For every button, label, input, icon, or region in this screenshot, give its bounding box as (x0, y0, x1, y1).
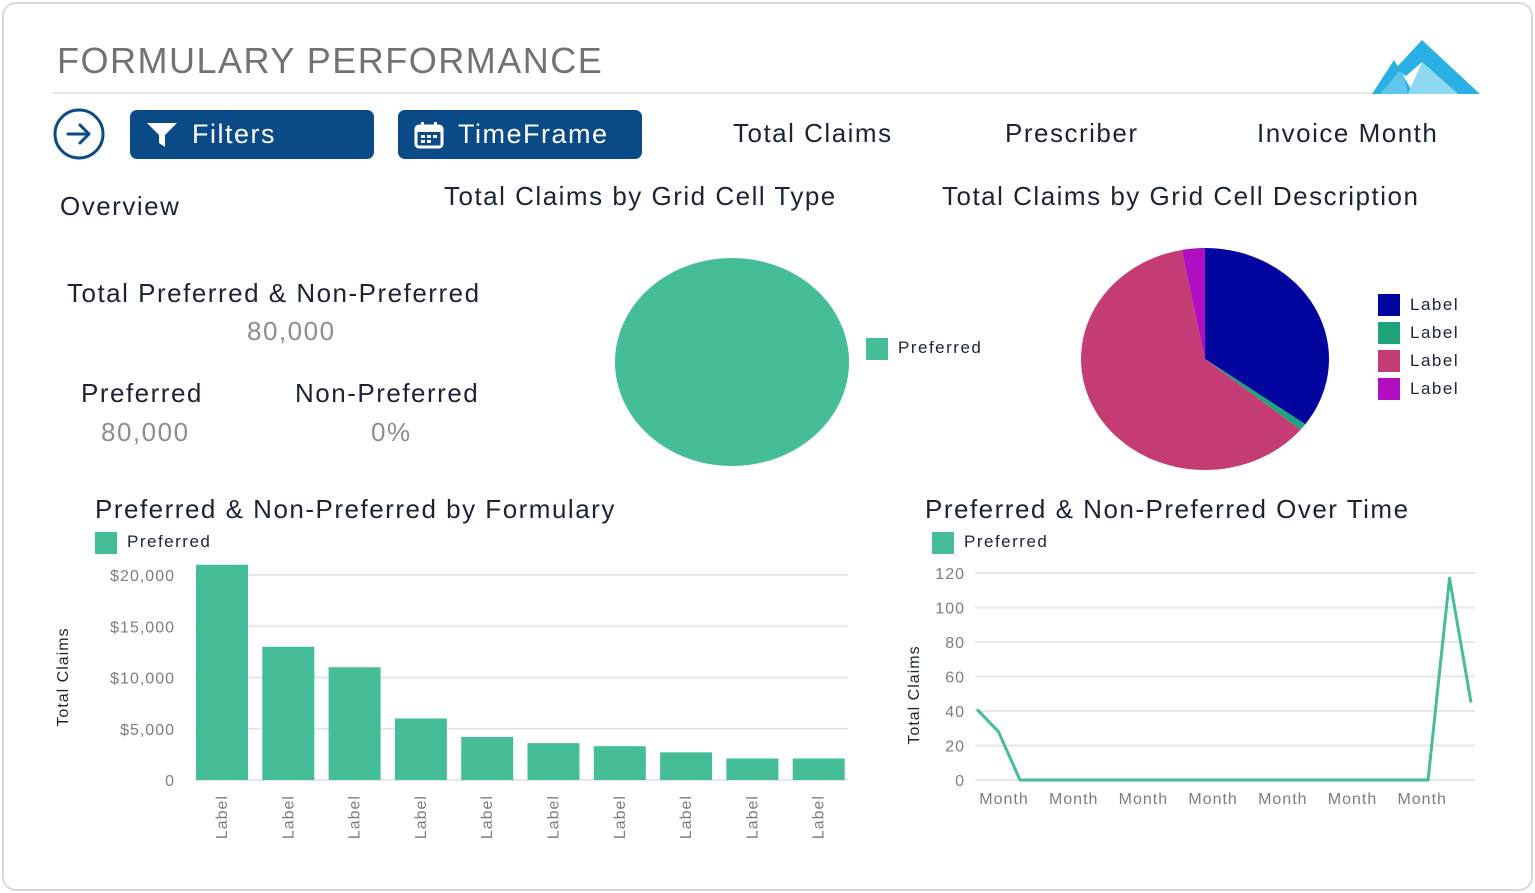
pie2-legend-label-2: Label (1410, 351, 1460, 370)
bar-ytick-label-0: 0 (165, 773, 175, 790)
bar-xtick-label-9: Label (811, 795, 828, 839)
bar-9 (792, 758, 845, 780)
pie2-legend-swatch-3 (1378, 378, 1400, 400)
arrow-right-circle-icon[interactable] (53, 108, 105, 160)
filters-label: Filters (192, 119, 276, 149)
pie-slice-0 (615, 258, 849, 466)
timeframe-button[interactable]: TimeFrame (398, 110, 642, 159)
formulary-chart-title: Preferred & Non-Preferred by Formulary (95, 494, 616, 524)
line-xtick-label-4: Month (1258, 791, 1307, 808)
line-legend-swatch (932, 532, 954, 554)
pie-slice-1 (1205, 359, 1306, 430)
bar-xtick-label-7: Label (678, 795, 695, 839)
line-xtick-label-0: Month (979, 791, 1028, 808)
line-ytick-label-4: 80 (945, 635, 965, 652)
line-ytick-label-2: 40 (945, 704, 965, 721)
pie2-legend-swatch-0 (1378, 294, 1400, 316)
pie-slice-0 (1205, 248, 1329, 425)
preferred-label: Preferred (81, 378, 203, 408)
over-time-chart-title: Preferred & Non-Preferred Over Time (925, 494, 1410, 524)
calendar-icon (414, 121, 444, 148)
line-ytick-label-6: 120 (935, 566, 965, 583)
bar-5 (527, 743, 580, 780)
line-xtick-label-2: Month (1119, 791, 1168, 808)
bar-ytick-label-4: $20,000 (110, 568, 175, 585)
bar-xtick-label-4: Label (479, 795, 496, 839)
bar-ylabel: Total Claims (55, 627, 72, 726)
line-xtick-label-5: Month (1328, 791, 1377, 808)
legend-swatch-preferred (866, 338, 888, 360)
bar-7 (660, 752, 713, 780)
bar-8 (726, 758, 779, 780)
page-title: FORMULARY PERFORMANCE (57, 40, 604, 81)
title-divider (53, 92, 1478, 94)
bar-ytick-label-3: $15,000 (110, 619, 175, 636)
filters-button[interactable]: Filters (130, 110, 374, 159)
prescriber-link[interactable]: Prescriber (1005, 118, 1139, 148)
total-value: 80,000 (247, 316, 336, 346)
pie-slice-2 (1081, 249, 1301, 470)
bar-xtick-label-3: Label (413, 795, 430, 839)
bar-xtick-label-8: Label (744, 795, 761, 839)
bar-legend-swatch (95, 532, 117, 554)
timeframe-label: TimeFrame (458, 119, 609, 149)
legend-label-preferred: Preferred (898, 338, 983, 357)
bar-xtick-label-2: Label (347, 795, 364, 839)
grid-cell-type-title: Total Claims by Grid Cell Type (444, 181, 837, 211)
formulary-bar-chart: 0 $5,000 $10,000 $15,000 $20,000 Total Claims… (55, 564, 848, 839)
mountain-logo-icon (1372, 40, 1480, 94)
bar-6 (593, 746, 646, 780)
line-ylabel: Total Claims (906, 645, 923, 744)
bar-ytick-label-2: $10,000 (110, 671, 175, 688)
bar-1 (262, 646, 315, 780)
bar-xtick-label-1: Label (280, 795, 297, 839)
pie2-legend-swatch-1 (1378, 322, 1400, 344)
line-ytick-label-5: 100 (935, 601, 965, 618)
overview-title: Overview (60, 191, 181, 221)
non-preferred-label: Non-Preferred (295, 378, 480, 408)
line-series-preferred (975, 576, 1473, 782)
invoice-month-link[interactable]: Invoice Month (1257, 118, 1439, 148)
pie2-legend-label-0: Label (1410, 295, 1460, 314)
pie2-legend-swatch-2 (1378, 350, 1400, 372)
bar-3 (394, 718, 447, 780)
bar-2 (328, 667, 381, 780)
bar-xtick-label-0: Label (214, 795, 231, 839)
preferred-value: 80,000 (101, 417, 190, 447)
non-preferred-value: 0% (371, 417, 412, 447)
grid-cell-description-pie (1081, 248, 1329, 470)
bar-0 (196, 564, 248, 780)
grid-cell-type-pie (615, 258, 849, 466)
line-ytick-label-3: 60 (945, 670, 965, 687)
pie-slice-3 (1181, 248, 1205, 359)
total-label: Total Preferred & Non-Preferred (67, 278, 481, 308)
line-xtick-label-3: Month (1188, 791, 1237, 808)
bar-ytick-label-1: $5,000 (120, 722, 175, 739)
bar-4 (461, 736, 514, 780)
line-ytick-label-0: 0 (955, 773, 965, 790)
bar-xtick-label-6: Label (612, 795, 629, 839)
bar-legend-label: Preferred (127, 532, 212, 551)
over-time-line-chart: 0 20 40 60 80 100 120 Total Claims Month Month Mon… (906, 566, 1475, 808)
bar-xtick-label-5: Label (546, 795, 563, 839)
pie2-legend-label-1: Label (1410, 323, 1460, 342)
line-ytick-label-1: 20 (945, 739, 965, 756)
line-xtick-label-1: Month (1049, 791, 1098, 808)
total-claims-link[interactable]: Total Claims (733, 118, 893, 148)
pie2-legend-label-3: Label (1410, 379, 1460, 398)
grid-cell-description-title: Total Claims by Grid Cell Description (942, 181, 1420, 211)
line-xtick-label-6: Month (1397, 791, 1446, 808)
line-legend-label: Preferred (964, 532, 1049, 551)
filter-icon (147, 122, 177, 147)
